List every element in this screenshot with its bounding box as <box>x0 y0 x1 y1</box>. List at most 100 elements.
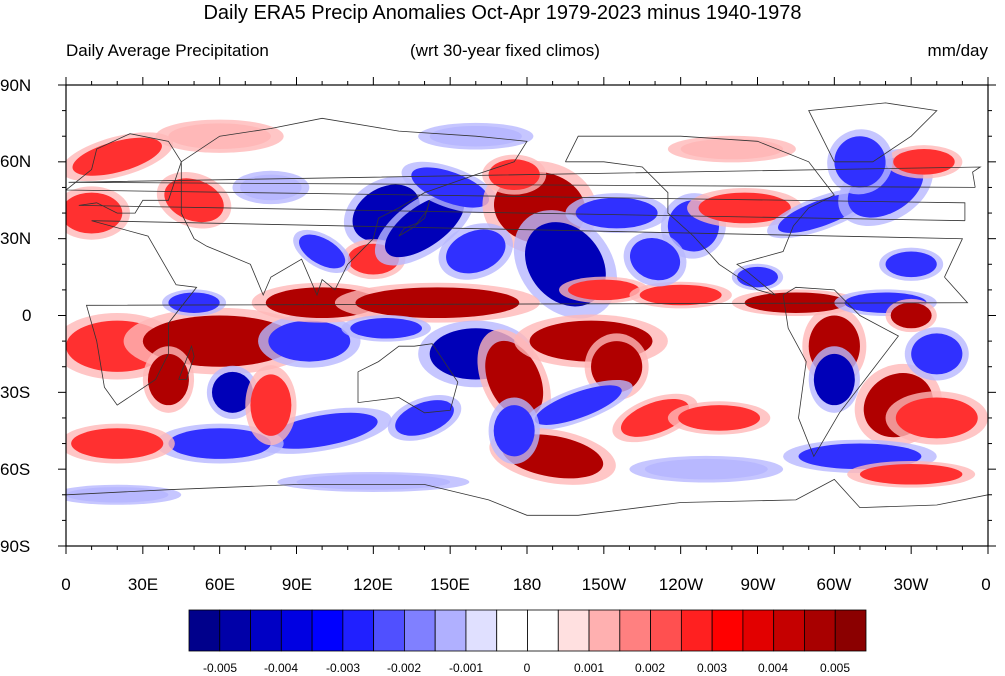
colorbar-label-3: -0.003 <box>325 661 361 675</box>
coast-greenland <box>808 102 938 163</box>
positive-anomaly <box>485 340 544 419</box>
colorbar-label-9: 0.003 <box>696 661 728 675</box>
colorbar-swatch <box>588 609 621 652</box>
colorbar-label-10: 0.004 <box>757 661 789 675</box>
positive-anomaly <box>355 287 520 319</box>
coast-madagascar <box>178 344 195 380</box>
negative-anomaly <box>644 458 768 480</box>
coast-antarctica <box>66 478 988 516</box>
positive-anomaly <box>250 374 292 436</box>
lon-label-90w: 90W <box>740 575 776 594</box>
positive-anomaly <box>66 192 123 234</box>
positive-anomaly <box>71 428 164 459</box>
negative-anomaly <box>66 487 169 503</box>
negative-anomaly <box>911 333 963 375</box>
positive-anomaly <box>895 397 978 439</box>
negative-anomaly <box>411 167 490 208</box>
lon-label-30w: 30W <box>893 575 929 594</box>
colorbar-label-8: 0.002 <box>634 661 666 675</box>
colorbar-swatch <box>804 609 836 652</box>
positive-anomaly <box>72 137 162 176</box>
lon-label-120e: 120E <box>353 575 393 594</box>
positive-anomaly <box>567 279 640 301</box>
colorbar-swatch <box>219 609 251 652</box>
lon-label-150e: 150E <box>430 575 470 594</box>
positive-anomaly <box>893 149 955 175</box>
negative-anomaly <box>268 320 351 362</box>
coast-africa <box>85 220 969 406</box>
negative-anomaly <box>575 197 658 229</box>
colorbar-label-6: 0 <box>523 661 531 675</box>
coast-europe <box>66 133 966 222</box>
lon-label-90e: 90E <box>281 575 313 594</box>
map-title: Daily ERA5 Precip Anomalies Oct-Apr 1979… <box>203 2 802 24</box>
negative-anomaly <box>534 385 622 425</box>
colorbar-swatch <box>404 609 436 652</box>
colorbar-swatch <box>650 609 682 652</box>
lon-label-120w: 120W <box>658 575 704 594</box>
colorbar <box>188 609 867 652</box>
colorbar-swatch <box>619 609 651 652</box>
positive-anomaly <box>591 341 643 393</box>
negative-anomaly <box>629 238 681 281</box>
positive-anomaly <box>639 284 722 306</box>
colorbar-swatch <box>311 609 344 652</box>
negative-anomaly <box>350 318 422 339</box>
coast-uk <box>68 166 982 188</box>
coast-japan <box>398 200 431 237</box>
colorbar-swatch <box>711 609 744 652</box>
coast-australia <box>357 343 459 414</box>
coast-south-america <box>782 286 900 458</box>
positive-anomaly <box>680 138 784 160</box>
positive-anomaly <box>890 302 932 329</box>
colorbar-label-7: 0.001 <box>573 661 605 675</box>
colorbar-swatch <box>280 609 313 652</box>
positive-anomaly <box>744 292 848 313</box>
anomaly-fields <box>66 119 988 505</box>
colorbar-label-1: -0.005 <box>202 661 238 675</box>
lat-label-60s: 60S <box>0 460 31 479</box>
negative-anomaly <box>299 234 346 269</box>
colorbar-swatch <box>342 609 375 652</box>
positive-anomaly <box>164 178 224 223</box>
negative-anomaly <box>211 371 253 413</box>
positive-anomaly <box>147 353 189 406</box>
colorbar-swatch <box>496 609 528 652</box>
negative-anomaly <box>168 292 220 313</box>
colorbar-label-5: -0.001 <box>448 661 484 675</box>
axis-ticks <box>58 77 996 554</box>
negative-anomaly <box>737 266 778 288</box>
lon-label-0-end: 0 <box>981 575 991 594</box>
lon-label-30e: 30E <box>127 575 159 594</box>
colorbar-swatch <box>465 609 498 652</box>
positive-anomaly <box>678 405 761 431</box>
lat-label-eq: 0 <box>22 306 32 325</box>
negative-anomaly <box>168 428 271 459</box>
colorbar-swatch <box>434 609 467 652</box>
lat-label-90n: 90N <box>0 76 32 95</box>
coastlines <box>66 102 988 516</box>
negative-anomaly <box>266 412 378 449</box>
lon-label-60w: 60W <box>816 575 852 594</box>
negative-anomaly <box>385 194 465 258</box>
negative-anomaly <box>813 353 855 406</box>
colorbar-swatch <box>527 609 559 652</box>
colorbar-swatch <box>742 609 775 652</box>
lon-label-0: 0 <box>61 575 71 594</box>
lat-label-30n: 30N <box>0 229 32 248</box>
negative-anomaly <box>493 405 535 457</box>
left-string: Daily Average Precipitation <box>66 41 269 60</box>
center-string: (wrt 30-year fixed climos) <box>410 41 600 60</box>
colorbar-swatch <box>834 609 867 652</box>
positive-anomaly <box>620 398 690 437</box>
lon-label-180: 180 <box>512 575 542 594</box>
colorbar-swatch <box>188 609 221 652</box>
colorbar-swatch <box>773 609 805 652</box>
colorbar-swatch <box>680 609 713 652</box>
colorbar-swatch <box>373 609 405 652</box>
lon-label-150w: 150W <box>581 575 627 594</box>
negative-anomaly <box>240 174 302 201</box>
colorbar-label-2: -0.004 <box>263 661 299 675</box>
negative-anomaly <box>395 400 454 436</box>
